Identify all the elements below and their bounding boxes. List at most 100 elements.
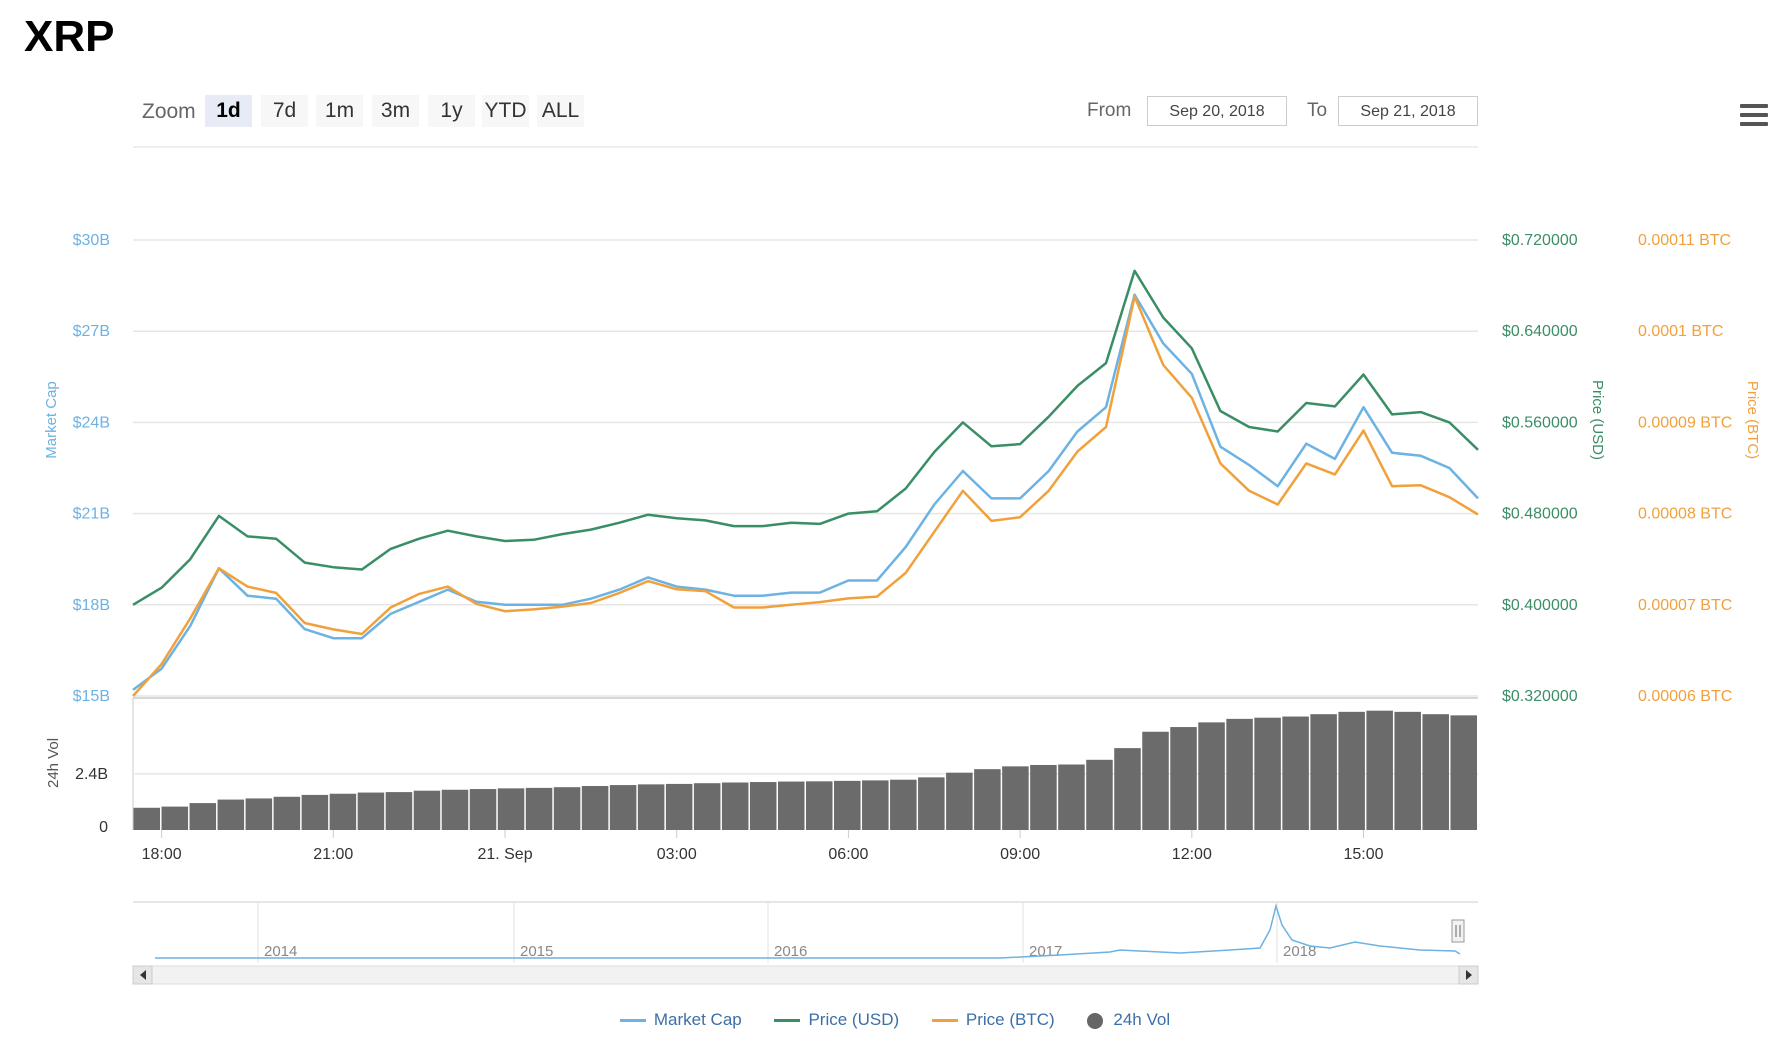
navigator-year-label: 2015 (520, 943, 553, 960)
volume-bar (217, 799, 245, 830)
volume-bar (413, 790, 441, 830)
chart-svg: $15B $0.320000 0.00006 BTC $18B $0.400000 0.0… (43, 146, 1761, 985)
axis-labels: $15B $0.320000 0.00006 BTC $18B $0.400000 0.0… (43, 232, 1761, 863)
x-tick-label: 15:00 (1344, 846, 1384, 863)
to-label: To (1307, 100, 1328, 121)
legend-line-icon (619, 1019, 646, 1023)
x-tick-label: 21:00 (313, 846, 353, 863)
price-usd-tick-label: $0.640000 (1502, 323, 1578, 340)
navigator-scrollbar (132, 965, 1479, 985)
legend-dot-icon (1087, 1012, 1104, 1029)
x-tick-label: 21. Sep (477, 846, 532, 863)
price-usd-tick-label: $0.560000 (1502, 414, 1578, 431)
navigator-series-line (155, 903, 1461, 959)
price-usd-line (132, 269, 1479, 606)
volume-bar (1114, 748, 1141, 830)
zoom-label: Zoom (142, 100, 196, 123)
market-cap-tick-label: $21B (73, 506, 110, 523)
zoom-button-1m[interactable]: 1m (316, 95, 363, 127)
volume-bar (721, 782, 749, 830)
volume-bar (441, 789, 469, 830)
volume-bar (273, 796, 301, 830)
market-cap-line (132, 293, 1479, 691)
navigator-year-label: 2014 (264, 943, 297, 960)
from-label: From (1087, 100, 1132, 121)
price-btc-line (132, 295, 1479, 697)
x-tick-label: 09:00 (1000, 846, 1040, 863)
volume-bar (1422, 714, 1449, 830)
price-btc-tick-label: 0.00006 BTC (1638, 688, 1732, 705)
volume-bar (497, 788, 525, 830)
volume-bar (189, 803, 217, 830)
volume-bar (245, 798, 273, 830)
x-tick-label: 18:00 (142, 846, 182, 863)
volume-bars (133, 710, 1477, 830)
volume-bar (806, 781, 833, 830)
volume-bar (133, 807, 161, 830)
volume-bar (665, 783, 693, 830)
navigator-year-label: 2017 (1029, 943, 1062, 960)
market-cap-tick-label: $18B (73, 597, 110, 614)
zoom-button-all[interactable]: ALL (537, 95, 584, 127)
volume-bar (1338, 711, 1365, 830)
navigator-year-label: 2016 (774, 943, 807, 960)
hamburger-icon[interactable] (1740, 104, 1768, 126)
volume-bar (693, 783, 721, 830)
volume-bar (777, 781, 805, 830)
volume-bar (1226, 718, 1253, 830)
price-usd-tick-label: $0.400000 (1502, 597, 1578, 614)
legend-item-price-btc[interactable]: Price (BTC) (931, 1010, 1055, 1030)
zoom-button-7d[interactable]: 7d (261, 95, 308, 127)
price-usd-tick-label: $0.480000 (1502, 506, 1578, 523)
zoom-button-ytd[interactable]: YTD (482, 95, 529, 127)
x-tick-label: 12:00 (1172, 846, 1212, 863)
legend-line-icon (774, 1019, 801, 1023)
volume-bar (1198, 722, 1225, 830)
navigator-year-label: 2018 (1283, 943, 1316, 960)
legend-item-market-cap[interactable]: Market Cap (619, 1010, 742, 1030)
navigator-handle (1451, 919, 1465, 943)
price-btc-tick-label: 0.00009 BTC (1638, 414, 1732, 431)
volume-bar (1450, 715, 1477, 830)
volume-bar (1002, 766, 1029, 830)
price-usd-tick-label: $0.720000 (1502, 232, 1578, 249)
volume-bar (890, 779, 917, 830)
price-usd-axis-title: Price (USD) (1589, 380, 1606, 460)
legend-item-price-usd[interactable]: Price (USD) (774, 1010, 899, 1030)
zoom-button-1y[interactable]: 1y (428, 95, 475, 127)
volume-bar (834, 780, 861, 830)
price-lines (132, 269, 1479, 697)
volume-bar (1310, 714, 1337, 830)
navigator[interactable]: 2014 2015 2016 2017 2018 (132, 901, 1479, 985)
legend-item-24h-vol[interactable]: 24h Vol (1087, 1010, 1170, 1030)
zoom-button-1d[interactable]: 1d (205, 95, 252, 127)
x-tick-label: 03:00 (657, 846, 697, 863)
volume-bar (329, 793, 357, 830)
volume-bar (749, 782, 777, 830)
from-date-input[interactable]: Sep 20, 2018 (1147, 96, 1287, 126)
price-btc-tick-label: 0.00008 BTC (1638, 506, 1732, 523)
price-usd-tick-label: $0.320000 (1502, 688, 1578, 705)
volume-bar (862, 780, 889, 830)
volume-bar (1030, 764, 1057, 830)
price-btc-axis-title: Price (BTC) (1744, 381, 1761, 459)
volume-bar (609, 785, 637, 830)
zoom-button-3m[interactable]: 3m (372, 95, 419, 127)
volume-tick-label: 2.4B (75, 766, 108, 783)
price-btc-tick-label: 0.00007 BTC (1638, 597, 1732, 614)
volume-bar (357, 792, 385, 830)
x-tick-label: 06:00 (828, 846, 868, 863)
volume-bar (525, 787, 553, 830)
page-title: XRP (24, 12, 115, 61)
price-btc-tick-label: 0.00011 BTC (1638, 232, 1731, 249)
volume-bar (1366, 710, 1393, 830)
volume-bar (553, 787, 581, 830)
volume-bar (1394, 711, 1421, 830)
price-btc-tick-label: 0.0001 BTC (1638, 323, 1723, 340)
volume-bar (1254, 717, 1281, 830)
volume-bar (1058, 764, 1085, 830)
market-cap-tick-label: $27B (73, 323, 110, 340)
to-date-input[interactable]: Sep 21, 2018 (1338, 96, 1478, 126)
gridlines (132, 146, 1478, 838)
volume-bar (637, 784, 665, 830)
